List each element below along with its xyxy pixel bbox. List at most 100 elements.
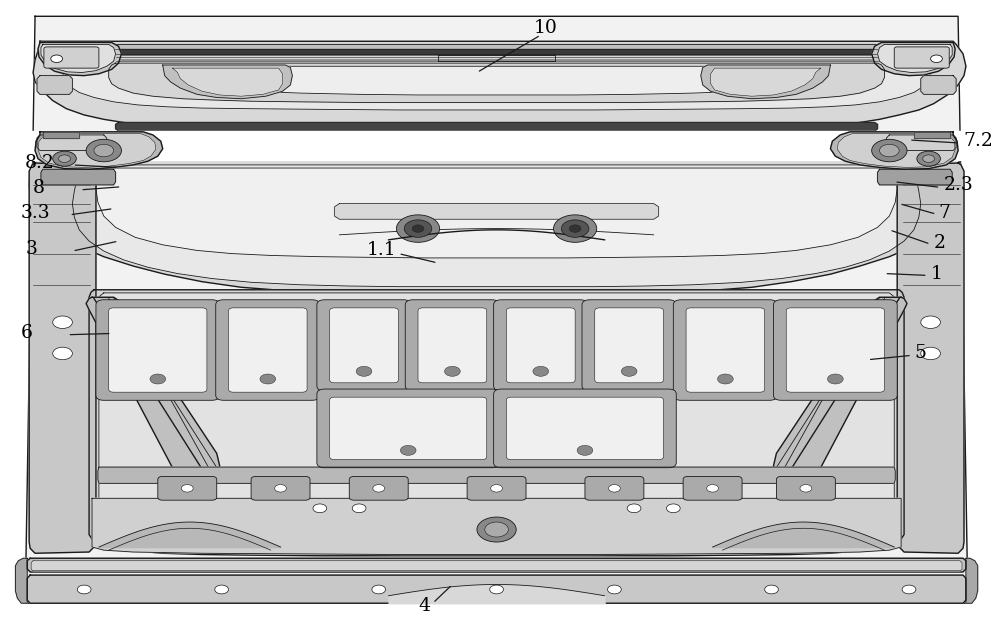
Text: 3: 3: [25, 240, 37, 258]
Circle shape: [94, 144, 114, 157]
Text: 5: 5: [914, 344, 926, 363]
FancyBboxPatch shape: [467, 477, 526, 500]
Polygon shape: [116, 123, 878, 131]
Text: 7.2: 7.2: [963, 132, 993, 150]
Circle shape: [373, 485, 385, 492]
FancyBboxPatch shape: [229, 308, 307, 392]
Circle shape: [921, 347, 940, 360]
Text: 7: 7: [938, 204, 950, 222]
Polygon shape: [37, 76, 72, 94]
Polygon shape: [72, 165, 921, 287]
Polygon shape: [27, 575, 966, 603]
Circle shape: [445, 367, 460, 376]
FancyBboxPatch shape: [405, 300, 500, 391]
Polygon shape: [99, 293, 894, 549]
Circle shape: [53, 151, 76, 166]
FancyBboxPatch shape: [776, 477, 835, 500]
Circle shape: [718, 374, 733, 384]
Polygon shape: [27, 558, 966, 572]
Polygon shape: [35, 132, 163, 169]
Polygon shape: [86, 297, 220, 478]
Circle shape: [666, 504, 680, 513]
Text: 8.2: 8.2: [25, 154, 55, 172]
Circle shape: [181, 485, 193, 492]
Polygon shape: [711, 68, 821, 96]
Circle shape: [275, 485, 286, 492]
Circle shape: [59, 155, 70, 162]
FancyBboxPatch shape: [317, 389, 500, 468]
Text: 4: 4: [418, 597, 430, 616]
Circle shape: [902, 585, 916, 594]
Circle shape: [77, 585, 91, 594]
Text: 6: 6: [20, 324, 32, 342]
Polygon shape: [31, 561, 962, 571]
Polygon shape: [914, 132, 950, 138]
Circle shape: [412, 225, 424, 233]
Polygon shape: [837, 134, 955, 167]
Circle shape: [490, 585, 503, 594]
Circle shape: [404, 220, 432, 238]
Circle shape: [827, 374, 843, 384]
FancyBboxPatch shape: [494, 300, 588, 391]
FancyBboxPatch shape: [317, 300, 411, 391]
Circle shape: [477, 517, 516, 542]
FancyBboxPatch shape: [158, 477, 217, 500]
FancyBboxPatch shape: [773, 300, 897, 400]
Polygon shape: [43, 132, 79, 138]
Polygon shape: [66, 49, 927, 54]
Polygon shape: [872, 42, 955, 76]
Circle shape: [577, 446, 593, 456]
Circle shape: [400, 446, 416, 456]
Circle shape: [621, 367, 637, 376]
Circle shape: [150, 374, 166, 384]
Polygon shape: [897, 163, 964, 553]
Circle shape: [51, 55, 63, 63]
FancyBboxPatch shape: [673, 300, 777, 400]
FancyBboxPatch shape: [330, 308, 398, 383]
Polygon shape: [98, 467, 895, 483]
Polygon shape: [886, 135, 956, 150]
Circle shape: [86, 139, 121, 162]
Circle shape: [931, 55, 942, 63]
FancyBboxPatch shape: [786, 308, 884, 392]
Polygon shape: [163, 65, 292, 99]
FancyBboxPatch shape: [109, 308, 207, 392]
FancyBboxPatch shape: [494, 389, 676, 468]
Circle shape: [608, 585, 621, 594]
Circle shape: [215, 585, 229, 594]
Circle shape: [260, 374, 276, 384]
Circle shape: [53, 347, 72, 360]
Polygon shape: [173, 68, 283, 96]
FancyBboxPatch shape: [506, 308, 575, 383]
Circle shape: [921, 316, 940, 329]
Circle shape: [554, 215, 597, 242]
Circle shape: [396, 215, 440, 242]
Text: 3.3: 3.3: [20, 204, 50, 222]
Circle shape: [707, 485, 718, 492]
Polygon shape: [63, 60, 931, 110]
Circle shape: [880, 144, 899, 157]
Polygon shape: [701, 65, 830, 99]
Polygon shape: [878, 44, 952, 73]
Polygon shape: [966, 558, 978, 603]
Circle shape: [372, 585, 386, 594]
Polygon shape: [29, 160, 964, 295]
FancyBboxPatch shape: [44, 47, 99, 68]
Circle shape: [561, 220, 589, 238]
Polygon shape: [109, 63, 884, 102]
Text: 2: 2: [934, 234, 946, 252]
Polygon shape: [830, 132, 958, 169]
Polygon shape: [15, 558, 27, 603]
FancyBboxPatch shape: [683, 477, 742, 500]
Circle shape: [533, 367, 549, 376]
Polygon shape: [25, 16, 968, 603]
Polygon shape: [773, 297, 907, 478]
Polygon shape: [29, 163, 96, 553]
Text: 1: 1: [931, 265, 942, 283]
Circle shape: [800, 485, 812, 492]
FancyBboxPatch shape: [349, 477, 408, 500]
Circle shape: [491, 485, 502, 492]
Polygon shape: [41, 169, 116, 185]
Circle shape: [356, 367, 372, 376]
FancyBboxPatch shape: [506, 397, 664, 459]
